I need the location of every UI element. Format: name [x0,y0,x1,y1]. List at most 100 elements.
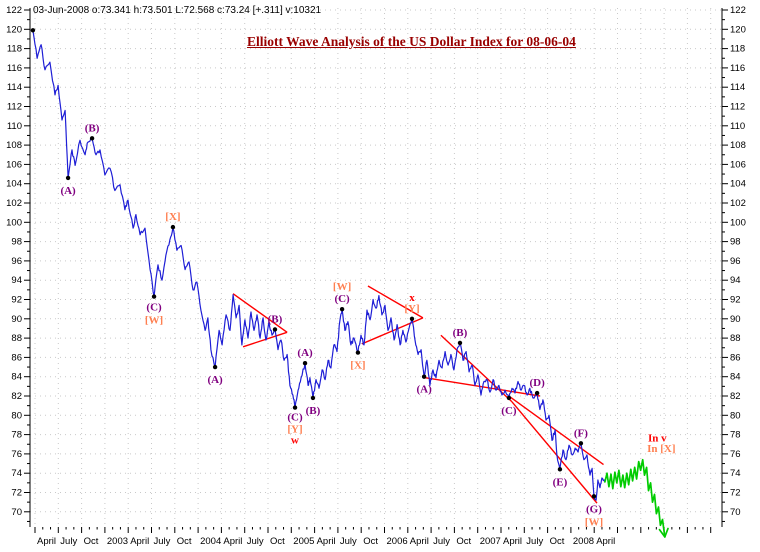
svg-text:(B): (B) [268,313,283,325]
svg-text:116: 116 [7,63,22,74]
svg-text:Oct: Oct [456,536,471,547]
svg-text:(B): (B) [453,327,468,339]
svg-text:78: 78 [11,430,22,441]
svg-text:(A): (A) [416,384,432,396]
svg-text:72: 72 [11,488,22,499]
svg-text:120: 120 [6,24,22,35]
svg-text:114: 114 [7,82,22,93]
svg-text:78: 78 [730,430,741,441]
svg-text:98: 98 [730,237,741,248]
svg-text:2006: 2006 [387,536,408,547]
svg-text:74: 74 [730,468,741,479]
svg-text:88: 88 [730,333,741,344]
svg-text:(A): (A) [297,347,313,359]
svg-text:In v: In v [648,432,667,444]
svg-text:(B): (B) [306,405,321,417]
svg-text:Oct: Oct [177,536,192,547]
chart-title: Elliott Wave Analysis of the US Dollar I… [247,34,576,49]
svg-text:100: 100 [730,217,746,228]
svg-text:114: 114 [730,82,745,93]
svg-text:84: 84 [11,372,22,383]
svg-text:112: 112 [730,102,745,113]
svg-text:112: 112 [7,102,22,113]
svg-text:April: April [223,536,242,547]
svg-text:Oct: Oct [550,536,565,547]
svg-text:(B): (B) [85,122,100,134]
svg-text:86: 86 [730,352,741,363]
svg-text:76: 76 [730,449,741,460]
svg-text:102: 102 [6,198,22,209]
svg-text:90: 90 [730,314,741,325]
svg-text:80: 80 [11,410,22,421]
svg-text:100: 100 [6,217,22,228]
svg-text:110: 110 [730,121,745,132]
svg-text:106: 106 [6,159,22,170]
svg-text:[X]: [X] [350,360,365,372]
svg-text:118: 118 [7,44,22,55]
svg-text:July: July [247,536,264,547]
svg-text:80: 80 [730,410,741,421]
svg-text:2003: 2003 [107,536,128,547]
svg-text:2007: 2007 [480,536,501,547]
svg-text:(C): (C) [501,405,517,417]
svg-text:In [X]: In [X] [647,443,675,455]
svg-text:July: July [154,536,171,547]
svg-text:92: 92 [11,295,22,306]
svg-text:Oct: Oct [270,536,285,547]
svg-text:April: April [130,536,149,547]
svg-text:July: July [340,536,357,547]
svg-text:72: 72 [730,488,741,499]
svg-text:82: 82 [730,391,741,402]
svg-text:July: July [526,536,543,547]
svg-text:July: July [433,536,450,547]
svg-text:(A): (A) [60,185,76,197]
svg-text:116: 116 [730,63,745,74]
svg-text:104: 104 [730,179,746,190]
svg-text:70: 70 [11,507,22,518]
svg-text:x: x [409,292,415,304]
svg-text:82: 82 [11,391,22,402]
svg-text:118: 118 [730,44,745,55]
svg-text:122: 122 [730,5,746,16]
svg-text:74: 74 [11,468,22,479]
svg-text:108: 108 [730,140,746,151]
svg-text:Oct: Oct [363,536,378,547]
svg-text:(C): (C) [146,302,162,314]
svg-text:April: April [37,536,56,547]
svg-text:98: 98 [11,237,22,248]
svg-text:(F): (F) [574,427,588,439]
svg-text:96: 96 [730,256,741,267]
svg-text:96: 96 [11,256,22,267]
svg-text:76: 76 [11,449,22,460]
svg-text:(E): (E) [553,476,568,488]
quote-info-line: 03-Jun-2008 o:73.341 h:73.501 L:72.568 c… [33,5,322,16]
svg-text:104: 104 [6,179,22,190]
svg-text:92: 92 [730,295,741,306]
svg-text:[W]: [W] [333,281,351,293]
svg-text:106: 106 [730,159,746,170]
svg-text:102: 102 [730,198,746,209]
svg-text:94: 94 [730,275,741,286]
svg-text:[Y]: [Y] [404,303,419,315]
svg-text:94: 94 [11,275,22,286]
svg-text:(C): (C) [334,293,350,305]
svg-text:110: 110 [7,121,22,132]
svg-text:70: 70 [730,507,741,518]
svg-text:108: 108 [6,140,22,151]
svg-text:2008: 2008 [573,536,594,547]
svg-text:[Y]: [Y] [287,424,302,436]
svg-text:[W]: [W] [585,516,603,528]
svg-text:120: 120 [730,24,746,35]
svg-text:84: 84 [730,372,741,383]
svg-text:April: April [596,536,615,547]
svg-text:(C): (C) [287,412,303,424]
svg-text:90: 90 [11,314,22,325]
svg-text:April: April [503,536,522,547]
svg-text:[W]: [W] [145,315,163,327]
svg-text:122: 122 [6,5,22,16]
svg-text:(A): (A) [207,374,223,386]
svg-text:88: 88 [11,333,22,344]
svg-text:[X]: [X] [165,211,180,223]
